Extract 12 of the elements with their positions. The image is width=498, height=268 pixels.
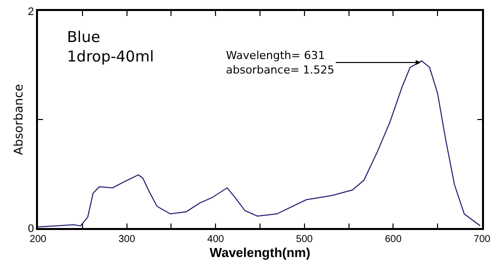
x-tick-label: 400 (207, 234, 224, 245)
x-tick-label: 700 (474, 234, 491, 245)
y-tick-label: 2 (28, 6, 34, 18)
x-tick-label: 300 (118, 234, 136, 245)
annotation: Wavelength= 631 absorbance= 1.525 (226, 49, 334, 76)
y-axis-title: Absorbance (12, 84, 26, 155)
x-axis-title: Wavelength(nm) (210, 244, 310, 260)
x-tick-label: 600 (384, 234, 402, 245)
x-tick-label: 200 (30, 234, 47, 245)
y-tick-label: 0 (28, 222, 34, 235)
annotation: Blue 1drop-40ml (67, 28, 154, 66)
x-tick-label: 500 (296, 234, 314, 245)
